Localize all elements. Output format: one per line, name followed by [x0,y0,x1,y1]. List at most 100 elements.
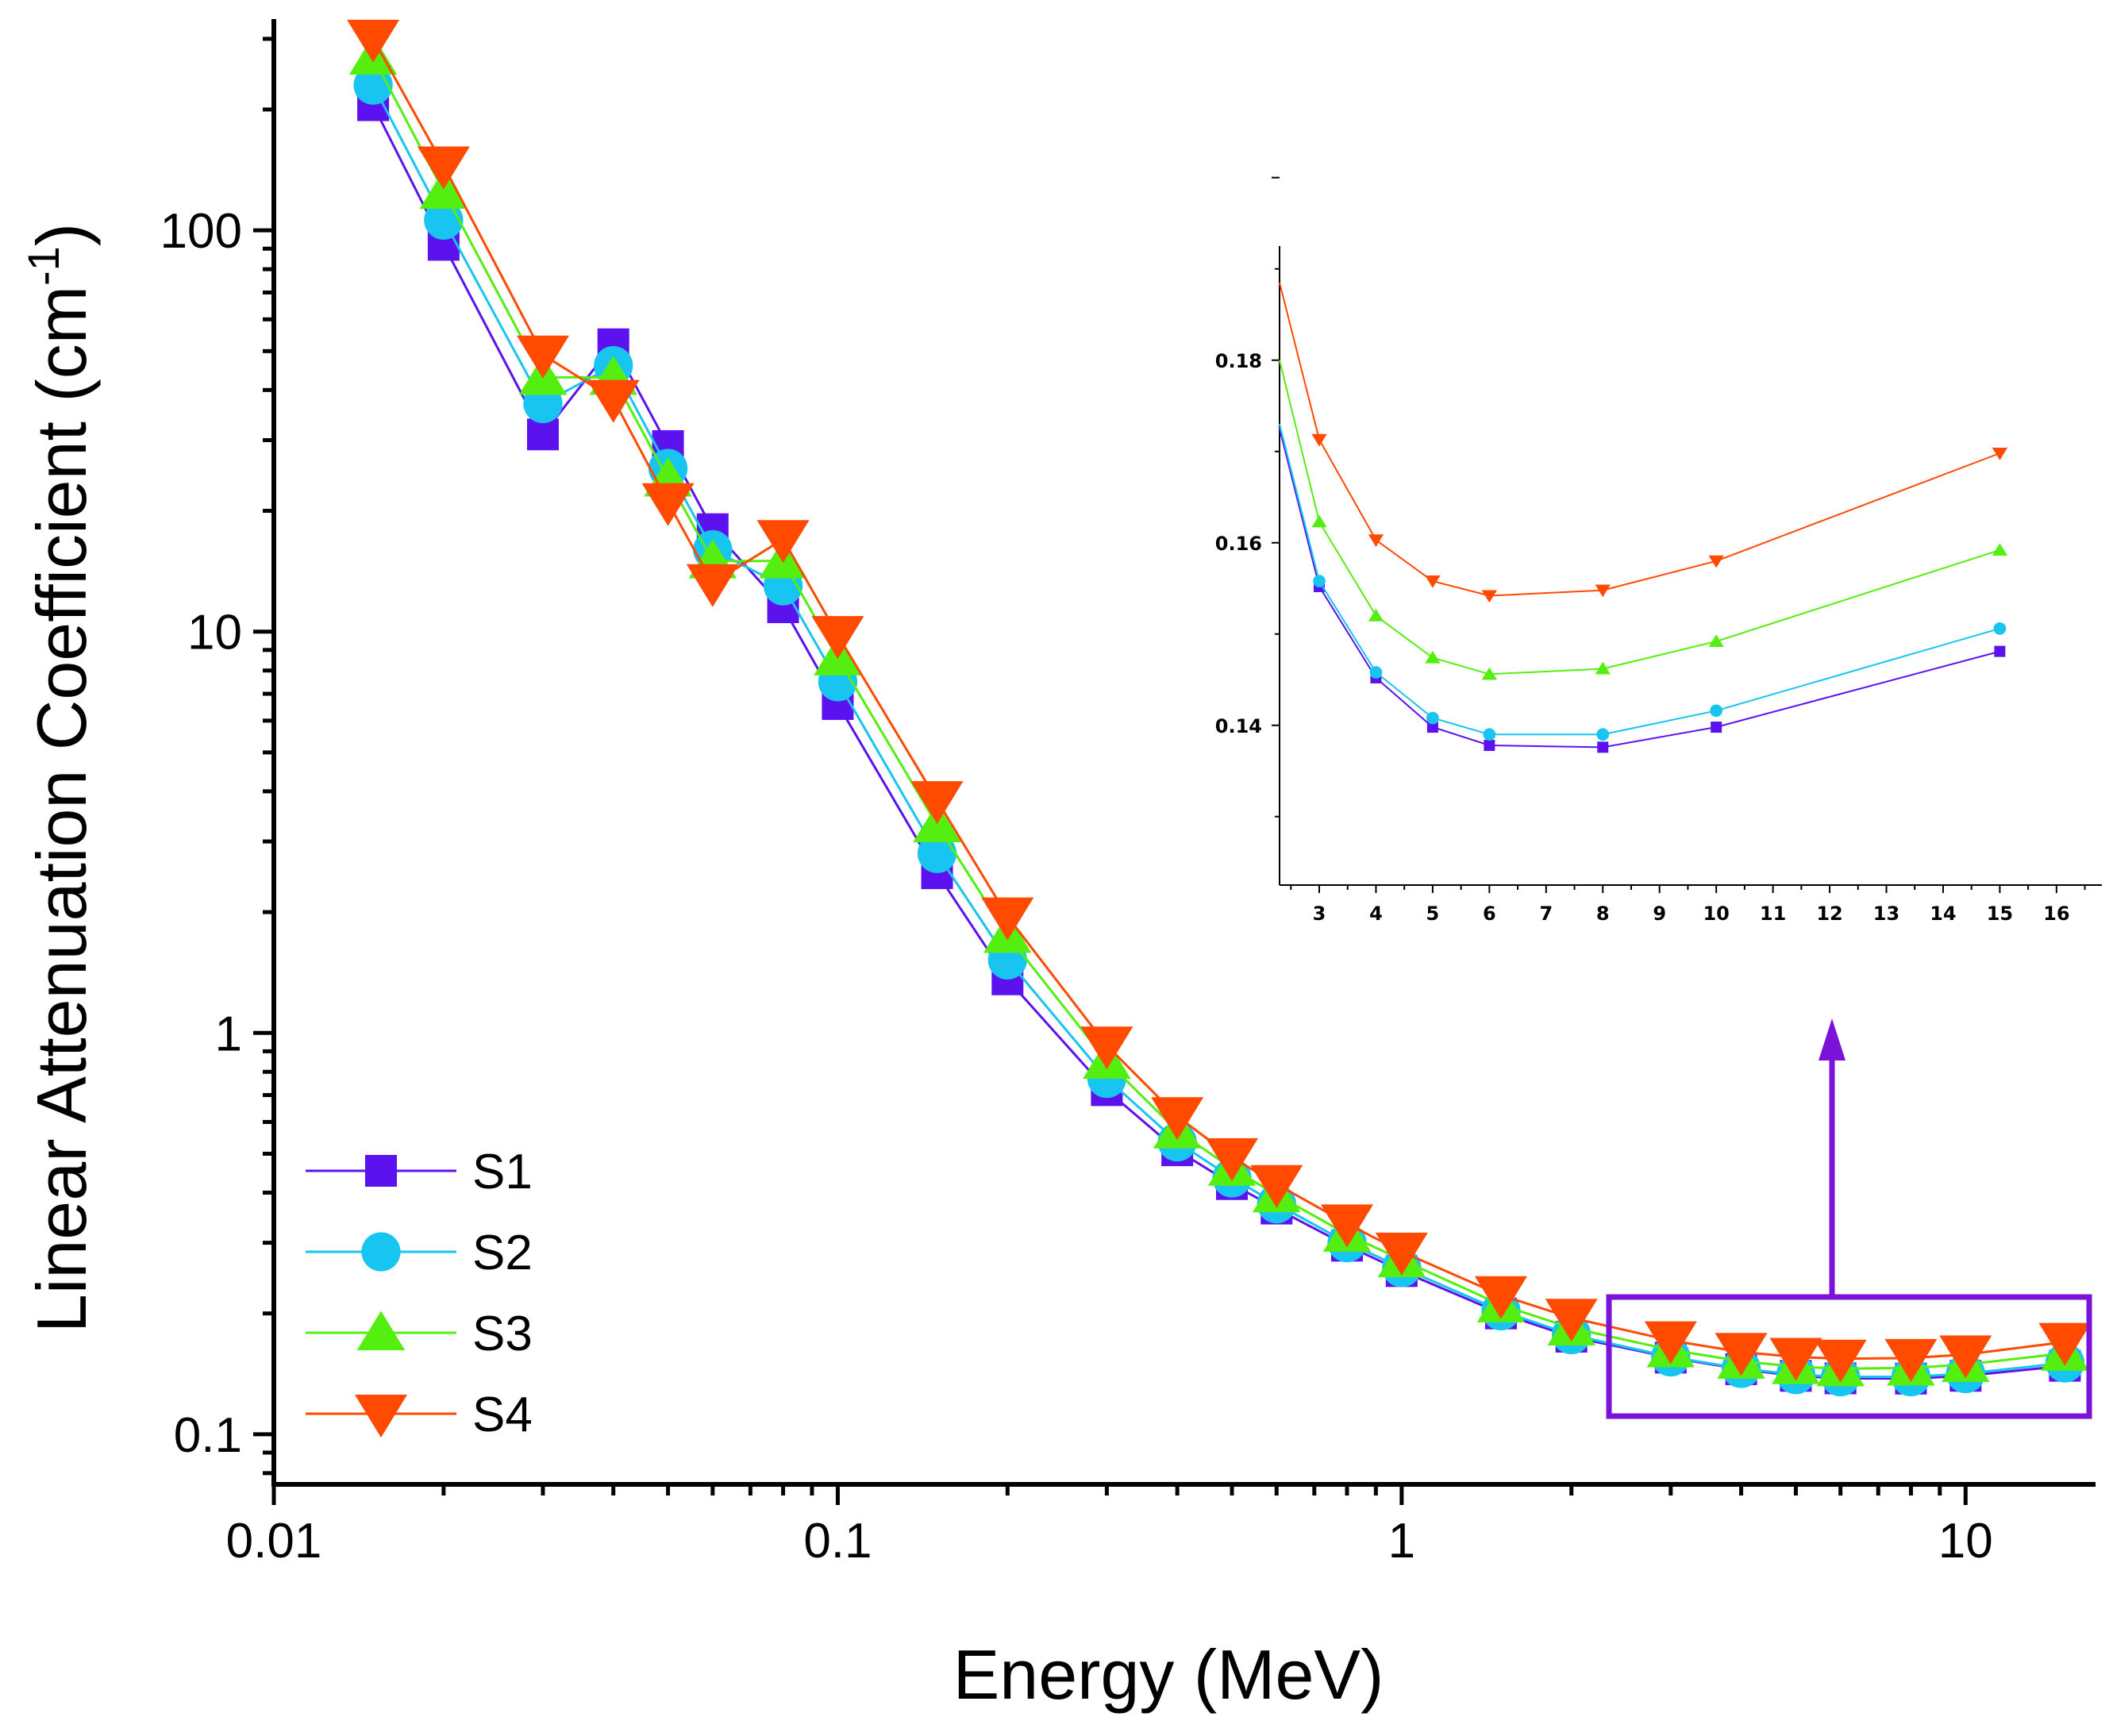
inset-data-point-s3 [1311,514,1327,528]
legend-item-s1: S1 [306,1145,533,1199]
x-tick-label: 1 [1388,1514,1415,1569]
legend-marker [356,1311,406,1350]
inset-series-s3 [1279,360,2008,680]
data-point-s4 [417,146,470,190]
legend-label: S4 [472,1388,533,1442]
inset-data-point-s2 [1710,704,1722,718]
legend-marker [355,1395,407,1438]
inset-series-line-s3 [1279,360,2000,676]
zoom-highlight [1606,1018,2092,1419]
data-point-s2 [917,833,957,873]
inset-x-tick-label: 4 [1369,903,1383,925]
data-point-s4 [981,897,1034,941]
inset-data-point-s1 [1994,645,2006,657]
data-point-s4 [1715,1333,1768,1376]
data-point-s4 [1474,1276,1527,1319]
y-axis-title: Linear Attenuation Coefficient (cm-1) [18,223,101,1333]
inset-data-point-s2 [1426,711,1439,725]
y-axis-title-main: Linear Attenuation Coefficient (cm [22,286,101,1333]
data-point-s4 [1080,1026,1133,1070]
data-point-s4 [811,616,864,660]
inset-data-point-s4 [1992,448,2008,460]
main-plot [347,19,2092,1397]
inset-data-point-s2 [1483,728,1496,741]
inset-series-line-s1 [1279,428,2000,749]
data-point-s4 [641,483,695,526]
inset-x-tick-label: 16 [2043,903,2069,925]
inset-x-tick-label: 13 [1873,903,1899,925]
inset-x-tick-label: 5 [1426,903,1440,925]
inset-data-point-s2 [1993,622,2007,635]
inset-data-point-s1 [1426,722,1438,733]
inset-data-point-s2 [1369,666,1383,679]
data-point-s4 [910,781,964,825]
data-point-s4 [347,19,400,63]
inset-data-point-s4 [1368,534,1384,548]
inset-y-tick-label: 0.16 [1215,533,1262,555]
inset-data-point-s2 [1313,575,1326,587]
inset-series-s4 [1279,282,2008,603]
inset-data-point-s4 [1708,555,1724,568]
data-point-s1 [526,418,559,451]
data-point-s4 [1644,1321,1697,1365]
data-point-s4 [2038,1322,2092,1366]
inset-data-point-s4 [1481,590,1497,603]
y-tick-label: 100 [160,204,242,259]
y-tick-label: 10 [187,606,242,660]
series-s1 [357,89,2081,1395]
legend-marker [365,1155,397,1187]
legend-label: S2 [472,1226,533,1280]
y-axis-title-superscript: -1 [18,246,68,286]
inset-data-point-s4 [1311,433,1327,447]
data-point-s4 [1151,1097,1204,1141]
inset-data-point-s2 [1596,728,1610,741]
data-point-s4 [756,520,810,564]
inset-x-tick-label: 3 [1313,903,1326,925]
inset-x-tick-label: 14 [1930,903,1956,925]
inset-x-tick-label: 6 [1483,903,1496,925]
inset-x-tick-label: 9 [1653,903,1666,925]
inset-data-point-s1 [1597,741,1609,753]
legend-item-s4: S4 [306,1388,533,1442]
inset-plot: 3 4 5 6 7 8 9 10 11 12 13 14 15 16 0.14 0.16 0.18 [1215,176,2102,925]
inset-series-s2 [1279,424,2007,741]
data-point-s4 [1545,1299,1598,1342]
inset-data-point-s3 [1425,650,1441,664]
inset-x-tick-label: 15 [1987,903,2013,925]
inset-y-tick-label: 0.18 [1215,350,1262,372]
data-point-s4 [1321,1204,1374,1248]
legend-label: S1 [472,1145,533,1199]
y-axis-title-close: ) [22,223,101,246]
zoom-box [1606,1294,2092,1419]
y-tick-label: 0.1 [174,1408,242,1463]
inset-data-point-s1 [1711,722,1722,733]
inset-x-tick-label: 8 [1596,903,1610,925]
x-tick-label: 10 [1938,1514,1993,1569]
series-s4 [347,19,2092,1383]
series-s3 [348,35,2089,1387]
zoom-arrow-head [1819,1018,1846,1060]
inset-y-tick-label: 0.14 [1215,715,1262,737]
inset-x-tick-label: 12 [1816,903,1842,925]
main-ticks: 0.01 0.1 1 10 0.1 1 10 100 [160,19,2096,1569]
legend: S1 S2 S3 S4 [306,1145,533,1442]
inset-series-s1 [1279,428,2006,753]
x-tick-label: 0.01 [226,1514,322,1569]
inset-data-point-s3 [1595,661,1611,675]
data-point-s4 [1250,1164,1303,1208]
legend-item-s2: S2 [306,1226,533,1280]
legend-marker [361,1232,401,1272]
inset-series-line-s4 [1279,282,2000,597]
data-point-s4 [1769,1338,1822,1381]
inset-data-point-s4 [1595,584,1611,598]
inset-x-tick-label: 10 [1703,903,1729,925]
data-point-s4 [1939,1335,1992,1379]
inset-x-tick-label: 7 [1539,903,1553,925]
inset-data-point-s4 [1425,575,1441,588]
legend-label: S3 [472,1307,533,1361]
y-tick-label: 1 [215,1007,242,1061]
inset-data-point-s3 [1708,634,1724,647]
inset-x-tick-label: 11 [1760,903,1786,925]
